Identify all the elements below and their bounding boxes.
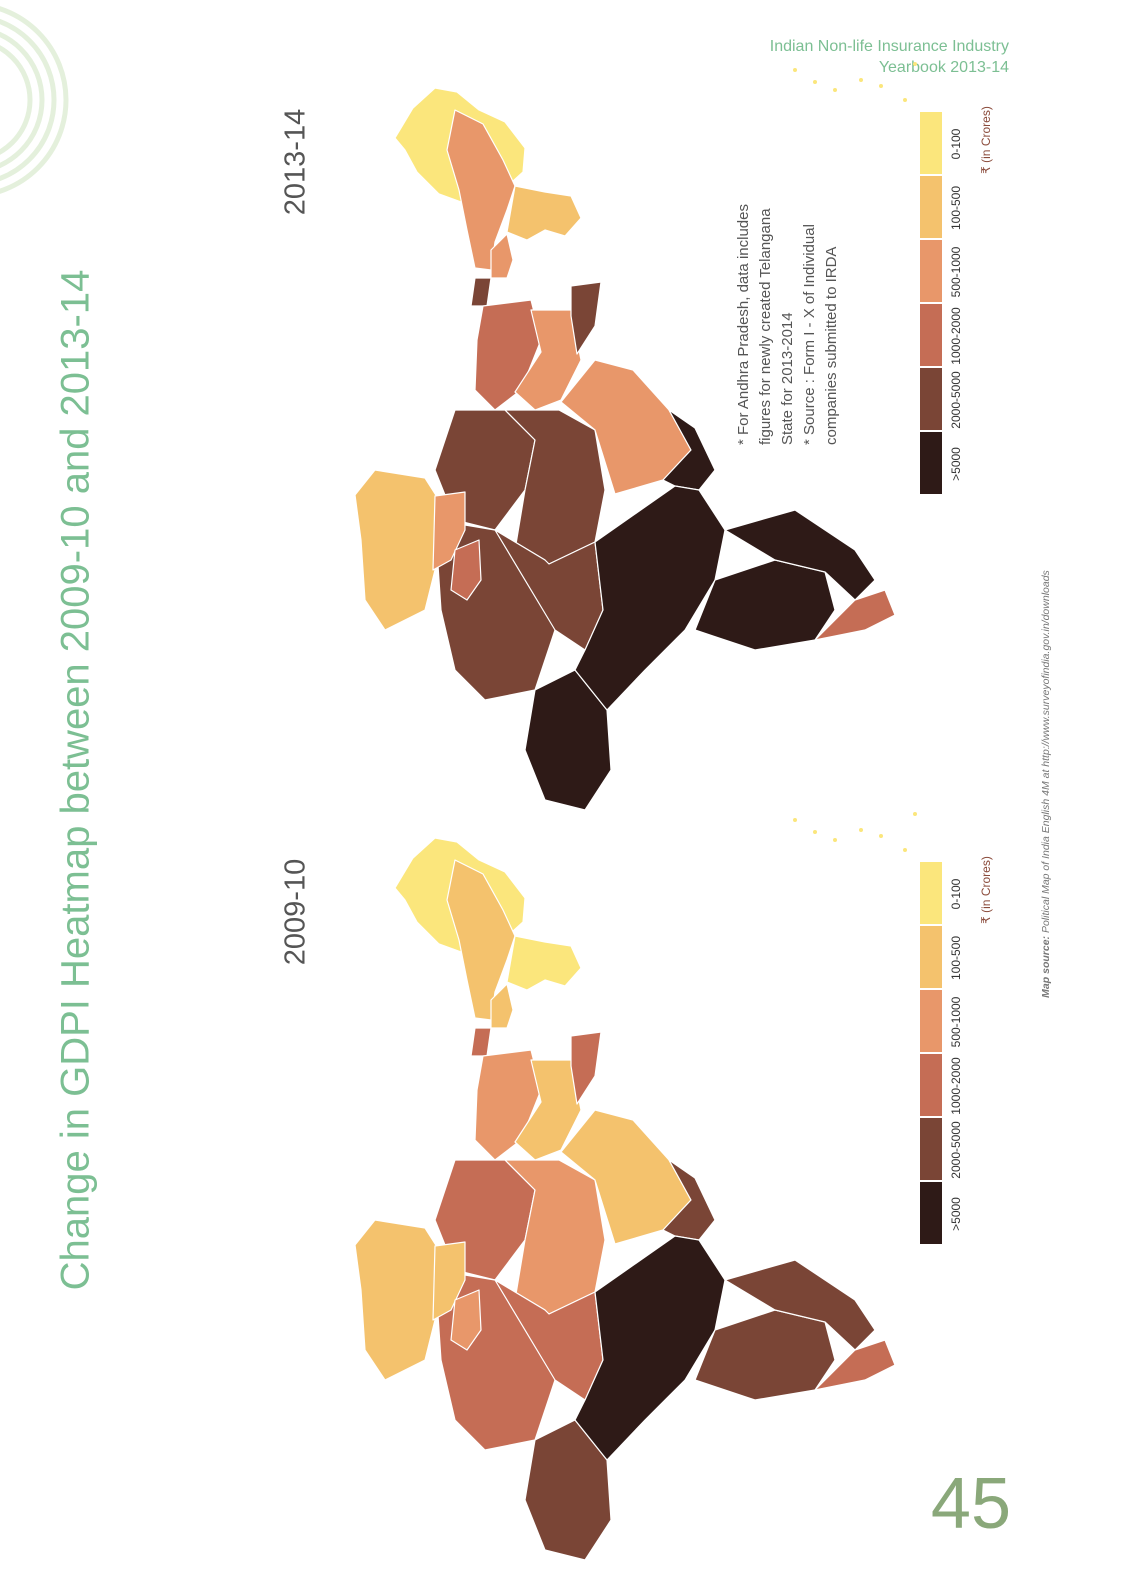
region-lobe-mid [432,491,466,571]
legend-swatch [920,368,942,430]
region-tip [814,589,896,641]
legend-swatch [920,304,942,366]
region-mid-neck [490,233,514,279]
region-south-center [574,485,726,711]
legend-swatch [920,112,942,174]
map-notes: * For Andhra Pradesh, data includes figu… [733,155,843,445]
region-lobe-main [354,1219,440,1381]
legend-range-label: 0-100 [949,878,963,910]
legend-range-label: 500-1000 [949,246,963,298]
legend-swatch [920,432,942,494]
map-source-label: Map source: [1040,935,1052,998]
island-dot [859,828,863,832]
island-dot [913,812,917,816]
publication-header: Indian Non-life Insurance Industry Yearb… [770,36,1009,78]
legend-range-label: 2000-5000 [949,371,963,429]
legend-range-label: >5000 [949,447,963,481]
island-dot [879,84,883,88]
region-north-side [506,935,582,991]
map-source-credit: Map source: Political Map of India Engli… [1040,570,1052,998]
legend-swatch [920,240,942,302]
decorative-rings [0,6,69,194]
note-line: * Source : Form I - X of Individual [801,224,818,445]
legend-swatch [920,1182,942,1244]
legend-swatch [920,1054,942,1116]
region-upper-left [474,1049,542,1161]
legend-range-label: 500-1000 [949,996,963,1048]
island-dot [833,838,837,842]
region-north-side [506,185,582,241]
island-dot [859,78,863,82]
legend-range-label: 0-100 [949,128,963,160]
island-dot [879,834,883,838]
note-line: * For Andhra Pradesh, data includes [735,204,752,445]
legend-swatch [920,990,942,1052]
region-tip [814,1339,896,1391]
region-neck-joint [470,1027,492,1057]
region-south-center [574,1235,726,1461]
legend-range-label: 1000-2000 [949,1057,963,1115]
legend-range-label: >5000 [949,1197,963,1231]
note-line: companies submitted to IRDA [823,246,840,445]
header-line-1: Indian Non-life Insurance Industry [769,38,1009,55]
legend-swatch [920,926,942,988]
region-lobe-small [450,539,482,601]
region-upper-right [570,1031,602,1105]
legend-unit-label: ₹ (in Crores) [979,856,993,924]
region-tip-upper [724,509,876,601]
map-source-text: Political Map of India English 4M at htt… [1040,570,1052,934]
legend-range-label: 2000-5000 [949,1121,963,1179]
island-dot [813,830,817,834]
island-dot [833,88,837,92]
note-line: figures for newly created Telangana [757,208,774,445]
note-line: State for 2013-2014 [779,312,796,445]
legend-range-label: 1000-2000 [949,307,963,365]
island-dot [793,818,797,822]
header-line-2: Yearbook 2013-14 [878,59,1009,76]
legend-swatch [920,862,942,924]
region-upper-left [474,299,542,411]
region-lobe-mid [432,1241,466,1321]
legend-unit-label: ₹ (in Crores) [979,106,993,174]
island-dot [793,68,797,72]
region-mid-neck [490,983,514,1029]
island-dot [903,848,907,852]
island-dot [913,62,917,66]
legend-range-label: 100-500 [949,185,963,231]
legend-swatch [920,176,942,238]
legend-swatch [920,1118,942,1180]
region-upper-right [570,281,602,355]
island-dot [903,98,907,102]
legend-range-label: 100-500 [949,935,963,981]
page-number: 45 [930,1464,1011,1544]
region-lobe-main [354,469,440,631]
region-tip-upper [724,1259,876,1351]
island-dot [813,80,817,84]
region-lobe-small [450,1289,482,1351]
